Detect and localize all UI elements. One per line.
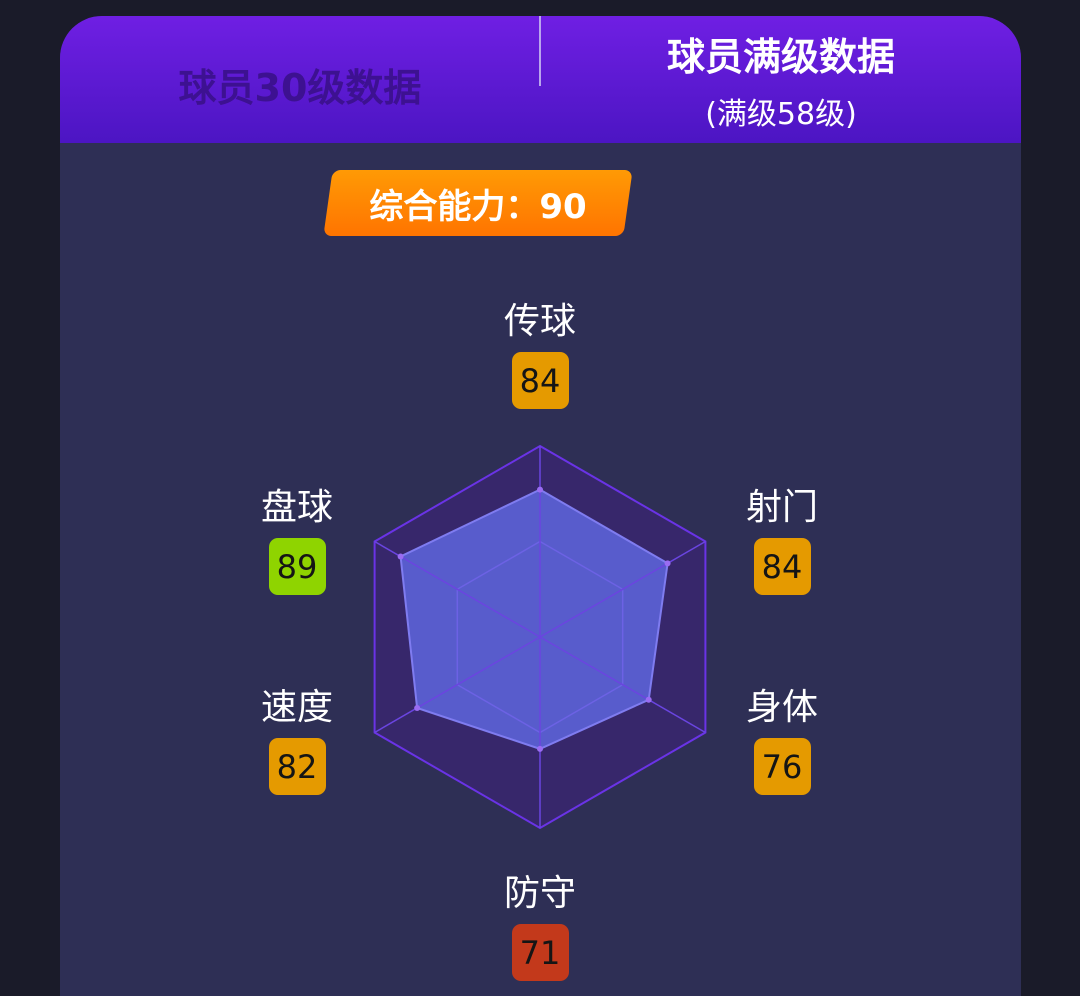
radar-data-point	[397, 553, 404, 560]
radar-data-point	[664, 560, 671, 567]
tab-max-level[interactable]: 球员满级数据 (满级58级)	[541, 16, 1021, 143]
stat-speed: 速度 82	[227, 686, 367, 795]
radar-data-point	[537, 745, 543, 752]
stat-label: 盘球	[260, 487, 333, 528]
stat-shooting: 射门 84	[712, 486, 852, 595]
stat-defense: 防守 71	[470, 872, 610, 981]
overall-rating-badge: 综合能力：90	[328, 170, 628, 236]
tab-label: 球员30级数据	[178, 66, 422, 110]
stat-value: 84	[511, 352, 569, 409]
stat-passing: 传球 84	[470, 300, 610, 409]
radar-data-point	[414, 704, 421, 711]
overall-rating-text: 综合能力：90	[369, 186, 587, 227]
tab-header: 球员30级数据 球员满级数据 (满级58级)	[60, 16, 1021, 143]
radar-data-point	[537, 486, 543, 493]
radar-axis-line	[539, 540, 706, 638]
stat-value: 76	[753, 738, 811, 795]
stat-label: 速度	[260, 687, 333, 728]
tab-divider	[539, 16, 541, 86]
stat-value: 84	[753, 538, 811, 595]
radar-data-point	[645, 696, 652, 703]
stat-value: 82	[268, 738, 326, 795]
stat-value: 71	[511, 924, 569, 981]
stat-physical: 身体 76	[712, 686, 852, 795]
tab-level-30[interactable]: 球员30级数据	[60, 16, 540, 143]
radar-axis-line	[539, 636, 706, 734]
stat-label: 防守	[503, 873, 576, 914]
stat-value: 89	[268, 538, 326, 595]
stat-label: 身体	[745, 687, 818, 728]
tab-label: 球员满级数据	[666, 35, 895, 79]
stat-label: 传球	[503, 301, 576, 342]
radar-axis-line	[374, 636, 541, 734]
stat-label: 射门	[745, 487, 818, 528]
tab-sublabel: (满级58级)	[705, 97, 857, 132]
stat-dribbling: 盘球 89	[227, 486, 367, 595]
